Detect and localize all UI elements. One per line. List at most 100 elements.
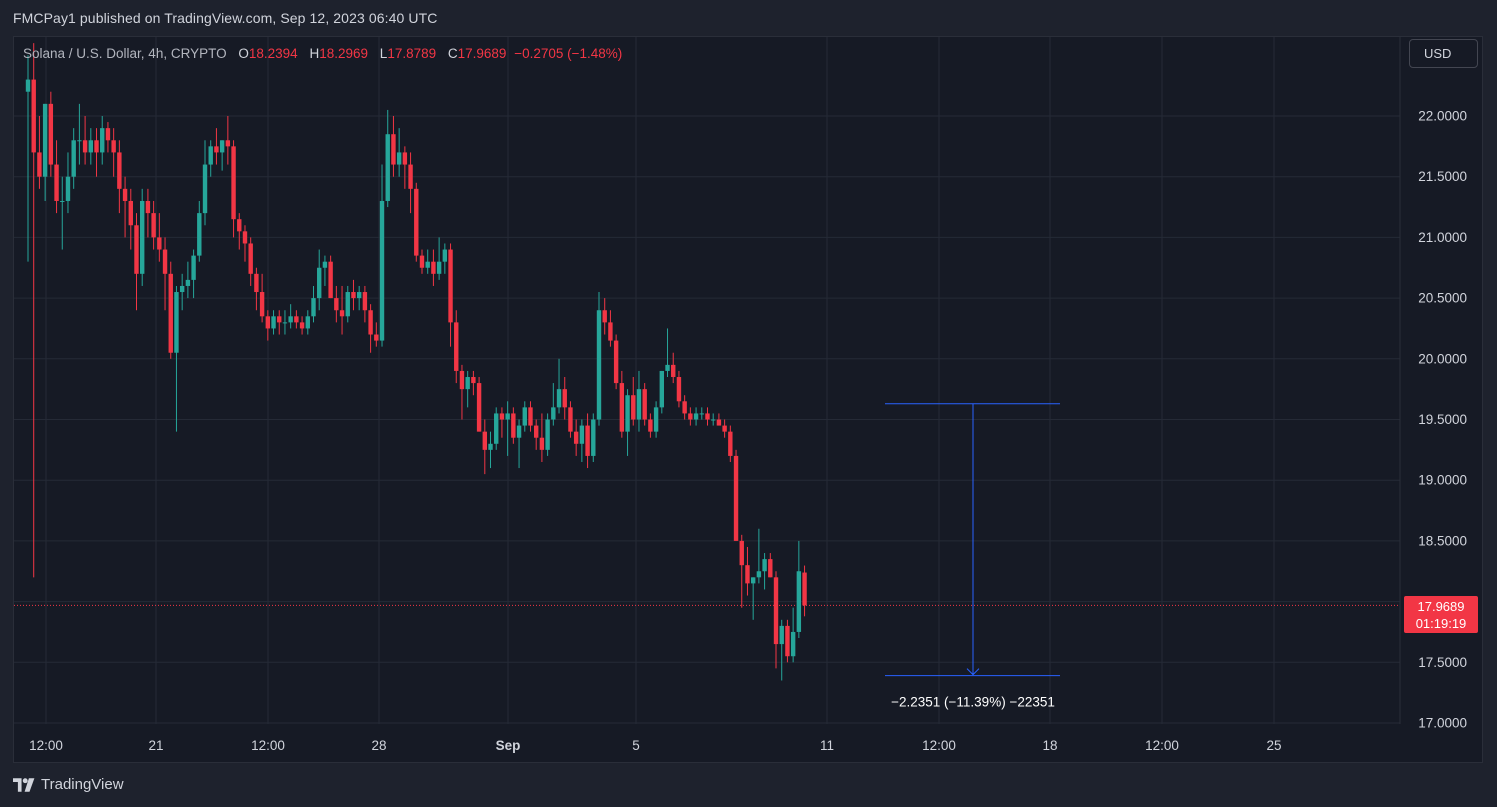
candle-body [579,425,585,444]
publish-header: FMCPay1 published on TradingView.com, Se… [0,0,1497,36]
candle-body [271,316,276,329]
candle [579,419,585,462]
price-tick-label: 22.0000 [1418,109,1467,124]
candle-body [391,134,396,165]
candle-body [476,383,482,432]
candle-body [351,292,356,299]
candle [608,310,613,347]
candle-body [516,425,522,438]
candle [48,91,54,177]
chart-frame[interactable] [13,36,1483,763]
tradingview-brand[interactable]: TradingView [41,776,124,793]
candle-body [345,292,350,317]
low-value: 17.8789 [387,46,437,61]
candle [482,419,487,475]
candle [488,431,493,469]
candle-body [174,292,179,353]
candle-body [699,413,704,415]
candle [671,352,676,384]
candle [796,540,802,639]
candle [117,140,122,214]
candle [237,213,242,250]
last-price-value: 17.9689 [1417,599,1465,614]
symbol-legend: Solana / U.S. Dollar, 4h, CRYPTO O18.239… [23,46,622,61]
candle [739,534,744,608]
candle [242,225,248,262]
candle [699,407,704,420]
candle-body [653,407,659,432]
candle [265,310,271,341]
candle-body [596,310,602,420]
low-label: L [379,46,388,61]
candle [402,146,408,189]
candle [71,128,76,189]
candle-body [225,140,231,147]
candle-body [505,413,510,420]
candle [773,571,779,669]
candle [88,128,94,165]
candle-body [265,316,271,329]
candle [756,528,762,584]
candle [248,237,253,286]
candle-body [608,322,613,341]
candle-body [282,322,288,324]
candle [585,413,590,469]
candle-body [128,200,133,226]
candle [653,401,659,438]
publisher-line: FMCPay1 published on TradingView.com, Se… [13,10,438,26]
candle-body [88,140,94,153]
candle [790,607,796,663]
candle-body [214,146,219,153]
candle-body [573,431,579,444]
candle-body [374,334,379,341]
candle-body [625,395,630,432]
candle [339,285,345,335]
currency-button[interactable]: USD [1409,39,1478,68]
candle [168,261,173,359]
candle [602,298,607,335]
candle-body [619,383,625,432]
candle-body [151,213,156,238]
candle-body [299,322,305,329]
candle-body [202,164,208,214]
candle [785,619,790,663]
candle-body [728,431,733,456]
close-value: 17.9689 [457,46,507,61]
candle [379,164,385,347]
candle-body [37,152,42,177]
price-tick-label: 19.0000 [1418,473,1467,488]
candle [454,310,459,384]
candle [151,200,156,250]
candle-body [602,310,607,323]
candle-body [385,134,390,201]
candle-body [48,103,54,165]
candle [425,249,430,274]
time-tick-label: 12:00 [251,738,285,753]
candle [282,310,288,335]
candle-body [219,140,225,153]
candle-body [60,200,65,202]
candle-body [311,298,316,317]
candle [128,188,133,250]
candle-body [682,401,687,414]
candle [631,377,636,426]
change-value: −0.2705 (−1.48%) [514,46,623,61]
footer: TradingView [13,776,124,793]
candle [448,243,453,347]
candle [745,546,750,596]
candle [208,140,213,177]
candle-body [122,188,128,201]
candle [162,237,168,311]
candle [596,292,602,426]
candle [465,370,470,408]
candle-body [368,310,373,335]
candle [351,279,356,311]
candle [431,249,436,286]
candle-body [676,377,682,402]
candle-body [305,316,310,329]
time-tick-label: 12:00 [29,738,63,753]
candle [60,176,65,250]
time-axis: 12:00 21 12:00 28 Sep 5 11 12:00 18 12:00 25 [29,738,1281,753]
candle-body [533,425,539,438]
